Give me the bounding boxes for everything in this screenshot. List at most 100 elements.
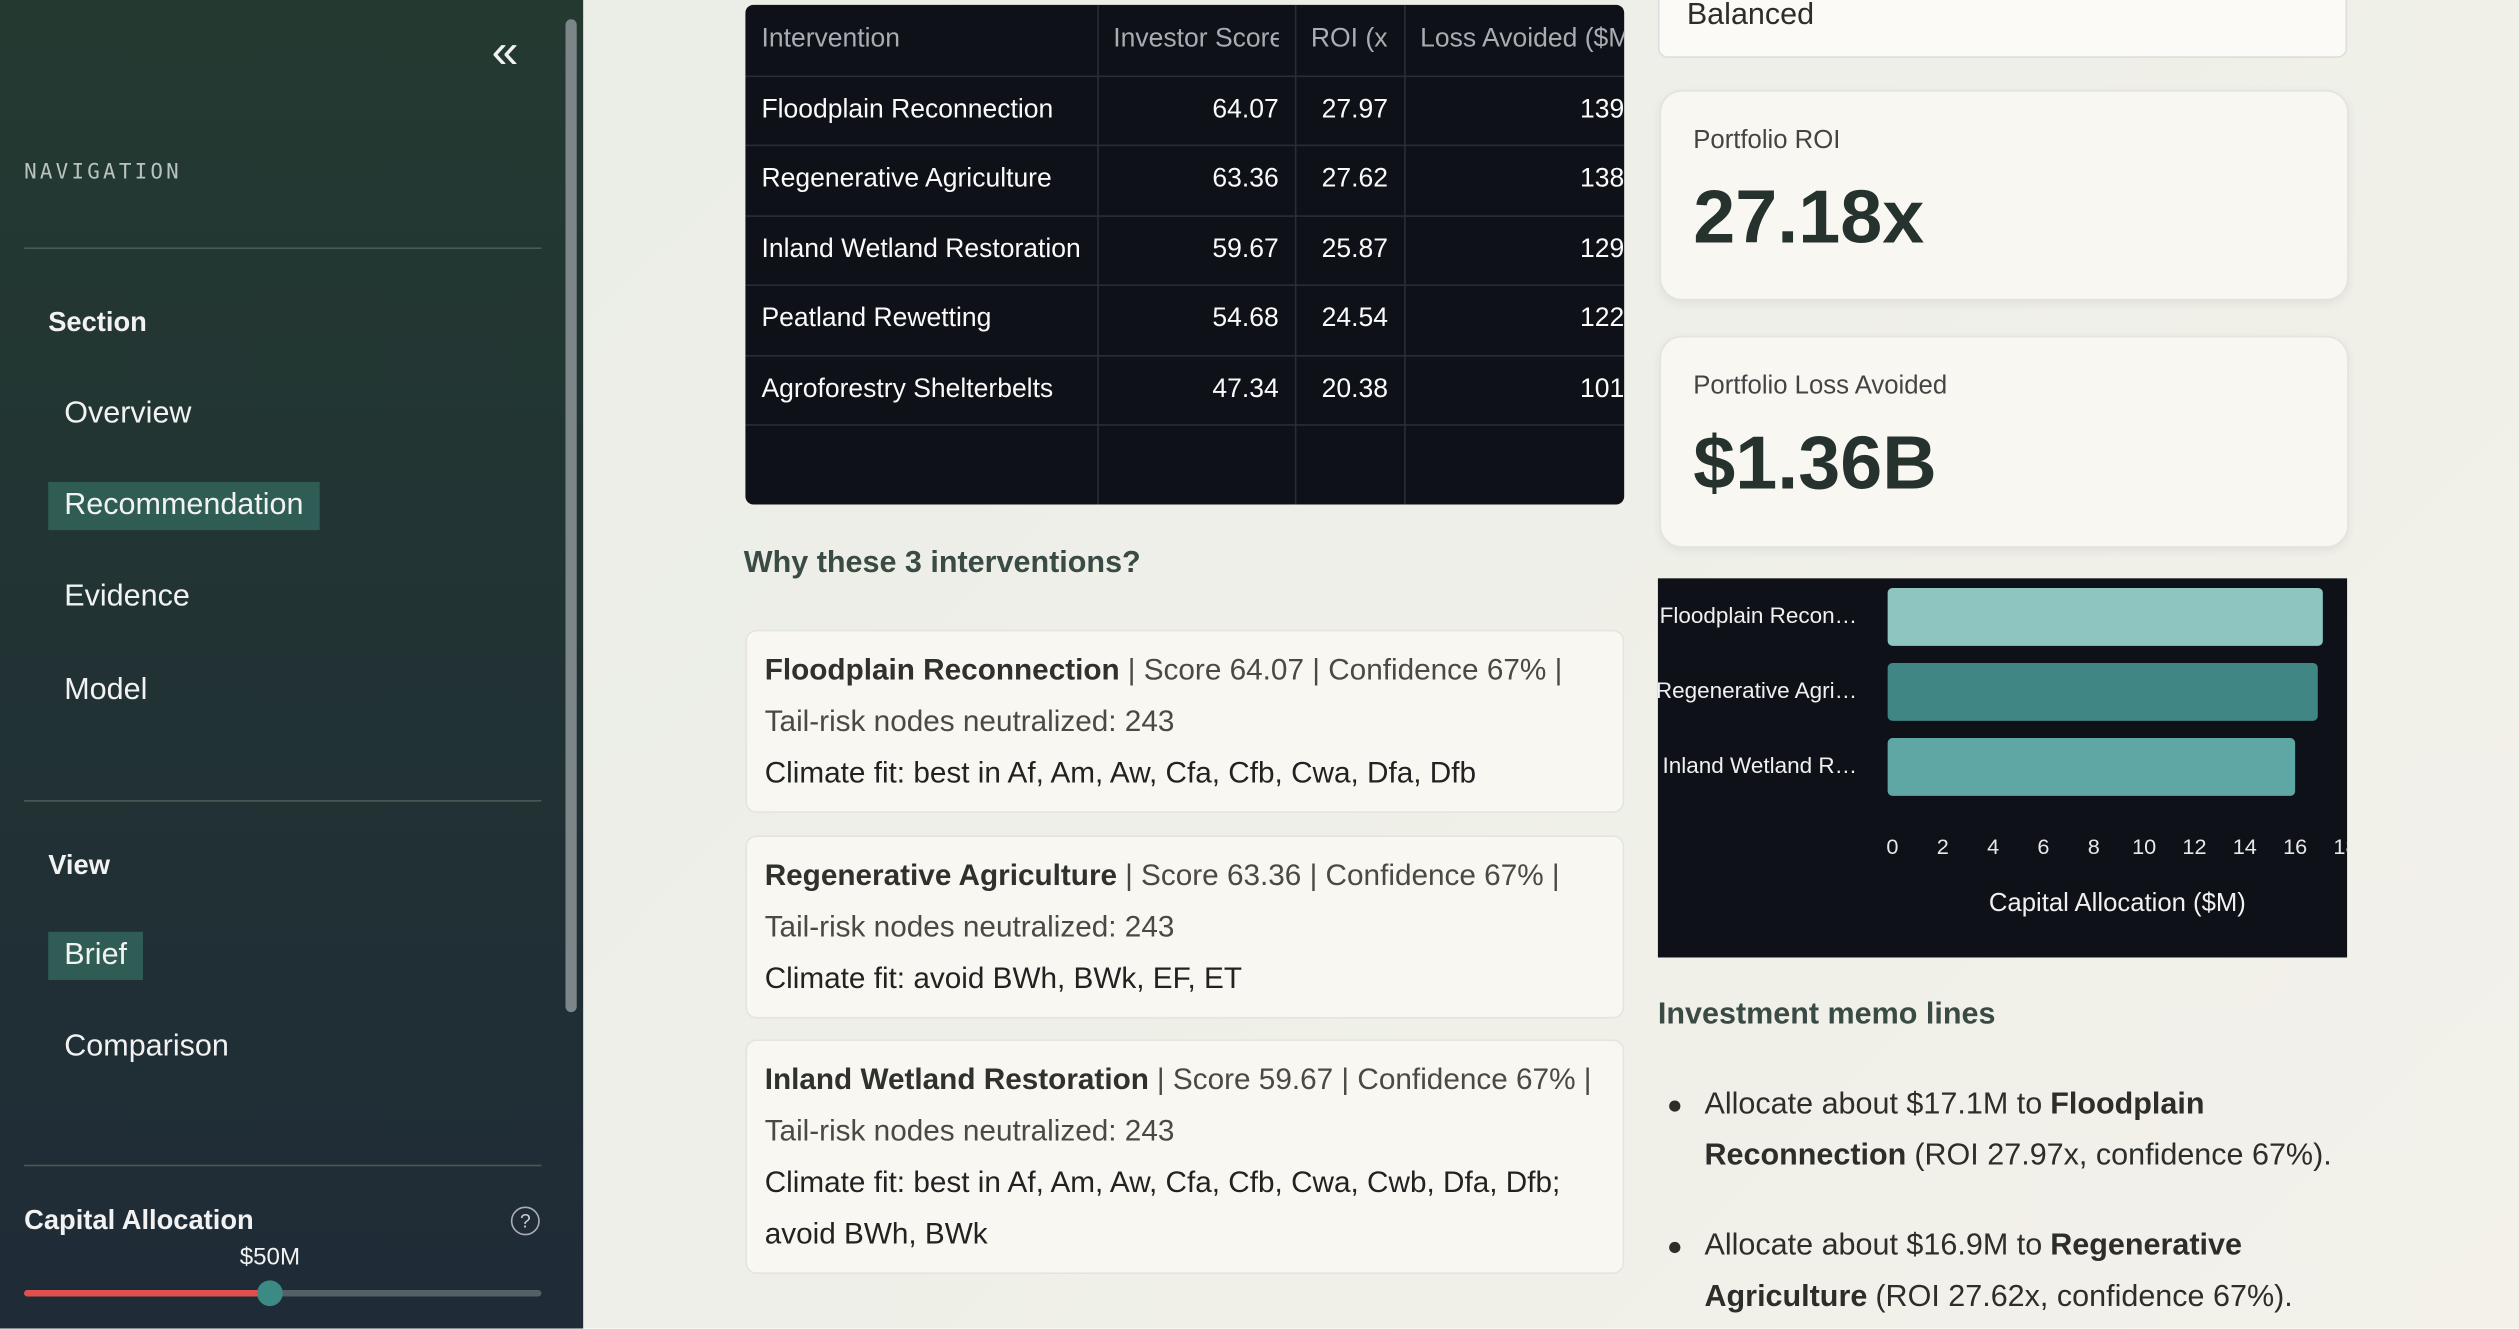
x-tick-label: 0 <box>1886 834 1898 859</box>
row-line <box>745 424 1625 426</box>
table-cell: 20.38 <box>1321 373 1389 403</box>
nav-option[interactable]: Evidence <box>64 579 190 614</box>
table-cell: 27.62 <box>1321 163 1389 193</box>
table-cell: Inland Wetland Restoration <box>761 233 1081 263</box>
x-tick-label: 4 <box>1987 834 1999 859</box>
allocation-chart: 0 2 4 6 8 10 12 14 16 18 Floodplain Recon… Regenera… <box>1657 578 2348 958</box>
x-tick-label: 12 <box>2182 834 2206 859</box>
divider <box>24 247 542 250</box>
table-cell: 27.97 <box>1321 93 1389 123</box>
y-tick-label: Inland Wetland R… <box>1663 753 1858 778</box>
table-cell: 25.87 <box>1321 233 1389 263</box>
results-table: Intervention Investor Score ROI (x) Loss Av… <box>745 4 1625 505</box>
table-cell: 1398.3 <box>1580 93 1625 123</box>
slider-label: Capital Allocation <box>24 1204 254 1236</box>
memo-line: Allocate about $17.1M to Floodplain Recon… <box>1704 1080 2347 1183</box>
row-line <box>745 354 1625 356</box>
row-line <box>745 284 1625 286</box>
table-cell: Peatland Rewetting <box>761 303 992 333</box>
why-card: Inland Wetland Restoration | Score 59.67 … <box>745 1039 1625 1274</box>
card-details: | Score 59.67 | Confidence 67% | Tail-ri… <box>764 1061 1592 1148</box>
x-tick-label: 14 <box>2233 834 2257 859</box>
table-cell: 47.34 <box>1212 373 1279 403</box>
why-card: Regenerative Agriculture | Score 63.36 | … <box>745 835 1625 1019</box>
x-tick-label: 8 <box>2088 834 2100 859</box>
card-name: Regenerative Agriculture <box>764 857 1118 892</box>
metric-card: Portfolio ROI 27.18x <box>1659 89 2349 301</box>
memo-name: Floodplain Reconnection <box>1704 1087 2205 1173</box>
memo-line: Allocate about $16.9M to Regenerative Agr… <box>1704 1221 2347 1324</box>
table-cell: Floodplain Reconnection <box>761 93 1054 123</box>
slider-knob[interactable] <box>257 1280 283 1307</box>
y-tick-label: Regenerative Agri… <box>1658 678 1857 703</box>
card-details: | Score 64.07 | Confidence 67% | Tail-ri… <box>764 652 1563 738</box>
scrollbar <box>565 19 577 1013</box>
col-line <box>1404 4 1406 505</box>
x-tick-label: 2 <box>1937 834 1949 859</box>
slider-value: $50M <box>239 1243 301 1271</box>
bar <box>1887 587 2323 646</box>
nav-option[interactable]: Model <box>64 673 148 707</box>
x-tick-label: 10 <box>2132 834 2156 859</box>
nav-option[interactable]: Brief <box>48 931 144 980</box>
bar <box>1887 663 2318 721</box>
card-name: Inland Wetland Restoration <box>764 1061 1149 1096</box>
memo-suffix: (ROI 27.62x, confidence 67%). <box>1875 1280 2293 1315</box>
table-cell: 63.36 <box>1212 163 1279 193</box>
table-cell: Regenerative Agriculture <box>761 163 1052 193</box>
x-tick-label: 6 <box>2037 834 2049 859</box>
x-tick-label: 18 <box>2333 834 2347 859</box>
table-cell: 1293.7 <box>1580 233 1625 263</box>
table-cell: Agroforestry Shelterbelts <box>761 373 1054 403</box>
nav-title: NAVIGATION <box>24 160 182 185</box>
strategy-select[interactable]: Balanced <box>1657 0 2348 58</box>
divider <box>24 1164 542 1167</box>
table-cell: 1380.9 <box>1580 163 1625 193</box>
nav-option[interactable]: Comparison <box>64 1029 229 1064</box>
nav-option[interactable]: Recommendation <box>48 481 320 531</box>
memo-heading: Investment memo lines <box>1657 997 1996 1032</box>
table-cell: 1019.2 <box>1580 373 1625 403</box>
row-line <box>745 144 1625 147</box>
metric-value: 27.18x <box>1693 173 1925 259</box>
bullet <box>1669 1100 1681 1112</box>
why-heading: Why these 3 interventions? <box>743 546 1141 580</box>
table-header: Intervention <box>761 24 901 54</box>
y-tick-label: Floodplain Recon… <box>1660 603 1857 628</box>
card-summary: Regenerative Agriculture | Score 63.36 | … <box>765 850 1605 953</box>
row-line <box>745 214 1625 217</box>
divider <box>24 800 542 802</box>
bullet <box>1669 1241 1681 1254</box>
sidebar: « NAVIGATION Section View Capital Alloca… <box>0 0 584 1329</box>
card-details: | Score 63.36 | Confidence 67% | Tail-ri… <box>764 857 1560 944</box>
help-icon[interactable]: ? <box>510 1206 540 1236</box>
card-summary: Floodplain Reconnection | Score 64.07 | C… <box>765 644 1605 747</box>
card-name: Floodplain Reconnection <box>764 652 1120 686</box>
table-header: Investor Score <box>1113 24 1279 54</box>
collapse-button[interactable]: « <box>491 25 519 79</box>
section-label: Section <box>48 306 147 338</box>
x-tick-label: 16 <box>2283 834 2307 859</box>
table-cell: 64.07 <box>1212 93 1279 123</box>
card-climate: Climate fit: best in Af, Am, Aw, Cfa, Cf… <box>764 1164 1561 1250</box>
slider-fill <box>24 1290 270 1297</box>
x-axis-title: Capital Allocation ($M) <box>1989 889 2246 917</box>
table-header: Loss Avoided ($M) <box>1420 24 1625 54</box>
memo-name: Regenerative Agriculture <box>1704 1228 2242 1315</box>
table-cell: 54.68 <box>1212 303 1279 333</box>
nav-option[interactable]: Overview <box>64 396 192 431</box>
col-line <box>1294 4 1297 505</box>
table-cell: 59.67 <box>1212 233 1279 263</box>
memo-prefix: Allocate about $16.9M to <box>1704 1228 2043 1263</box>
metric-value: $1.36B <box>1693 419 1937 505</box>
why-card: Floodplain Reconnection | Score 64.07 | C… <box>745 629 1625 813</box>
table-cell: 1226.9 <box>1580 303 1625 333</box>
col-line <box>1097 4 1099 505</box>
table-cell: 24.54 <box>1321 303 1389 333</box>
memo-suffix: (ROI 27.97x, confidence 67%). <box>1914 1139 2332 1173</box>
card-climate: Climate fit: best in Af, Am, Aw, Cfa, Cf… <box>764 755 1477 789</box>
view-label: View <box>48 849 110 881</box>
bar <box>1887 738 2296 796</box>
